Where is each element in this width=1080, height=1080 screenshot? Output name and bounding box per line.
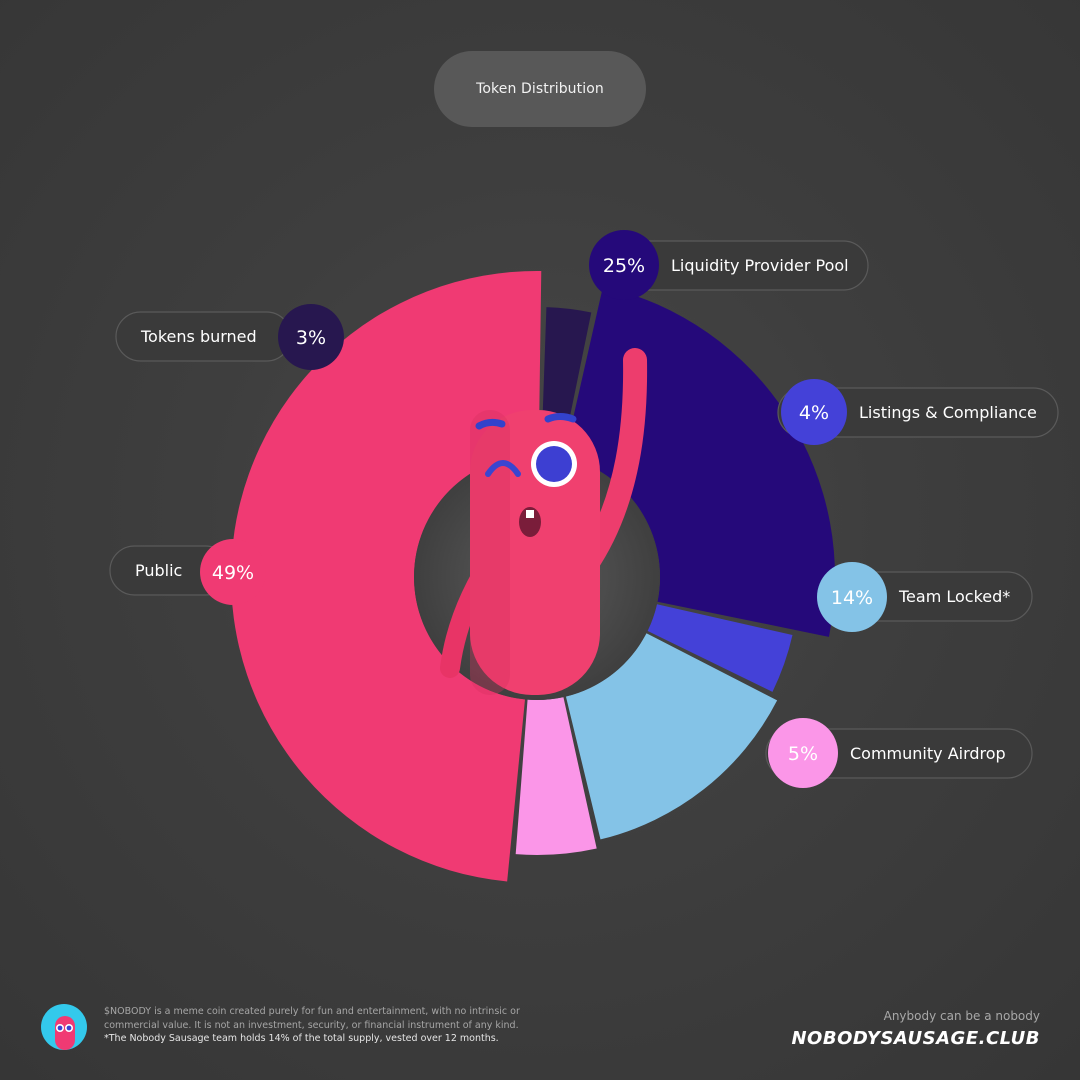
slice-name-label: Tokens burned [140,327,257,346]
nobody-logo-icon [41,1004,87,1050]
footer-disclaimer: $NOBODY is a meme coin created purely fo… [104,1005,554,1046]
sausage-mascot-illustration [440,348,648,695]
slice-public [230,271,542,882]
slice-listings-compliance [647,604,793,692]
callout-community-airdrop: 5% Community Airdrop [765,718,1033,788]
disclaimer-text: $NOBODY is a meme coin created purely fo… [104,1006,520,1031]
supply-note: *The Nobody Sausage team holds 14% of th… [104,1033,499,1044]
slice-name-label: Liquidity Provider Pool [671,256,849,275]
callout-badge [768,718,838,788]
slice-percent-label: 3% [296,327,326,349]
slice-percent-label: 4% [799,402,829,424]
callout-listings-compliance: 4% Listings & Compliance [777,379,1059,445]
slice-percent-label: 25% [603,255,645,277]
slice-community-airdrop [515,697,597,856]
chart-slices [230,271,836,882]
callout-liquidity-provider-pool: 25% Liquidity Provider Pool [589,230,869,300]
slice-name-label: Listings & Compliance [859,403,1037,422]
callout-pill [777,387,1059,438]
callout-team-locked: 14% Team Locked* [817,562,1033,632]
callout-badge [278,304,344,370]
chart-callouts: 49% Public 3% Tokens burned 25% Liquidity Pro… [109,230,1059,788]
callout-tokens-burned: 3% Tokens burned [115,304,344,370]
slice-percent-label: 49% [212,562,254,584]
slice-name-label: Team Locked* [898,587,1010,606]
callout-badge [200,539,266,605]
slice-name-label: Public [135,561,182,580]
site-link[interactable]: NOBODYSAUSAGE.CLUB [791,1028,1040,1049]
slice-team-locked [565,633,778,840]
callout-badge [817,562,887,632]
chart-title: Token Distribution [434,51,646,127]
slice-name-label: Community Airdrop [850,744,1006,763]
callout-badge [781,379,847,445]
slice-percent-label: 14% [831,587,873,609]
callout-badge [589,230,659,300]
tagline: Anybody can be a nobody [883,1009,1040,1023]
callout-public: 49% Public [109,539,266,605]
slice-percent-label: 5% [788,743,818,765]
